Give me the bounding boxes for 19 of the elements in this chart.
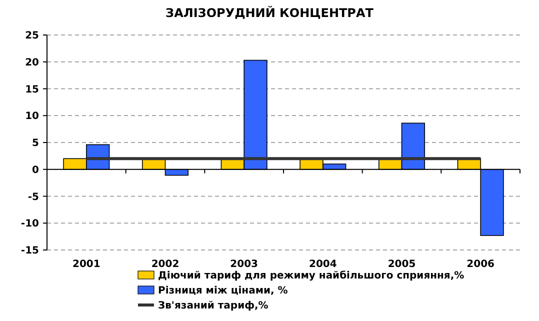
y-tick-label: 10 — [25, 111, 40, 122]
x-tick-label: 2004 — [308, 259, 337, 270]
y-tick-label: 5 — [32, 138, 40, 149]
y-tick-label: 0 — [32, 164, 40, 176]
y-tick-label: 25 — [25, 30, 40, 42]
x-tick-label: 2001 — [72, 259, 100, 270]
chart-title: ЗАЛІЗОРУДНИЙ КОНЦЕНТРАТ — [166, 5, 374, 20]
y-tick-label: -5 — [28, 192, 40, 203]
y-tick-label: 20 — [25, 57, 40, 68]
x-tick-label: 2002 — [151, 259, 180, 270]
y-tick-label: -10 — [20, 218, 40, 230]
legend-label: Зв'язаний тариф,% — [158, 300, 268, 312]
legend-label: Різниця між цінами, % — [158, 286, 288, 296]
x-tick-label: 2003 — [230, 259, 258, 270]
y-tick-label: -15 — [20, 246, 40, 256]
y-tick-label: 15 — [25, 84, 40, 96]
x-tick-label: 2005 — [388, 259, 416, 270]
legend-label: Діючий тариф для режиму найбільшого сприяння,% — [158, 270, 464, 282]
x-tick-label: 2006 — [466, 259, 495, 270]
